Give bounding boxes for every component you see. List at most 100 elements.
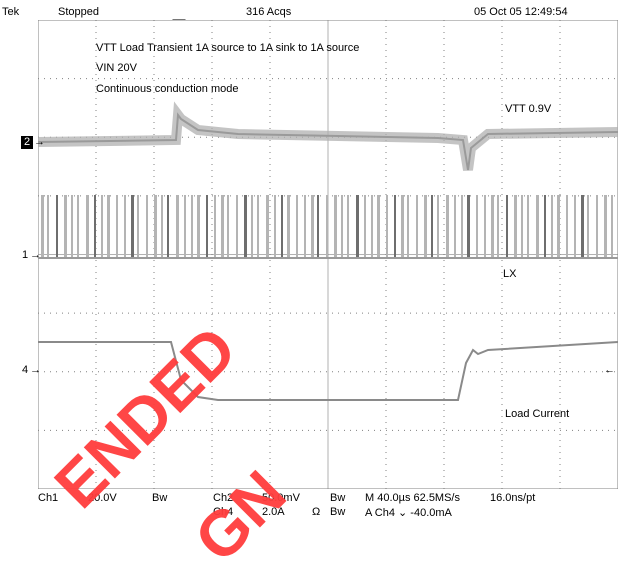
lx-pulse — [274, 195, 276, 258]
lx-pulse — [206, 195, 208, 258]
lx-pulse — [71, 195, 73, 258]
lx-pulse — [596, 195, 598, 258]
lx-pulse — [557, 195, 560, 258]
lx-pulse — [101, 195, 103, 258]
lx-pulse — [551, 195, 553, 258]
lx-pulse — [611, 195, 613, 258]
brand-label: Tek — [2, 6, 20, 18]
ch2-label: Ch2 — [213, 492, 234, 504]
lx-pulse — [347, 195, 349, 258]
lx-pulse — [394, 195, 396, 258]
lx-pulse — [566, 195, 568, 258]
lx-pulse — [304, 195, 306, 258]
mode-note: Continuous conduction mode — [96, 83, 239, 95]
lx-pulse — [416, 195, 418, 258]
lx-pulse — [47, 195, 49, 258]
lx-pulse — [107, 195, 110, 258]
ch1-scale: 20.0V — [88, 492, 117, 504]
lx-pulse — [116, 195, 118, 258]
lx-pulse — [371, 195, 373, 258]
ch1-arrow-icon: → — [30, 249, 41, 261]
lx-pulse — [317, 195, 319, 258]
lx-pulse — [484, 195, 486, 258]
lx-pulse — [296, 195, 298, 258]
lx-pulse — [154, 195, 157, 258]
lx-pulse — [446, 195, 449, 258]
ch2-scale: 50.0mV — [262, 492, 300, 504]
ch2-marker[interactable]: 2 — [21, 136, 33, 149]
lx-pulse — [64, 195, 67, 258]
ch1-marker[interactable]: 1 — [22, 249, 29, 261]
lx-pulse — [257, 195, 259, 258]
lx-pulse — [407, 195, 409, 258]
lx-pulse — [86, 195, 89, 258]
scope-display[interactable] — [38, 20, 618, 489]
lx-pulse — [41, 195, 44, 258]
lx-pulse — [236, 195, 238, 258]
lx-pulse — [431, 195, 433, 258]
ch1-bw: Bw — [152, 492, 168, 504]
lx-pulse — [491, 195, 494, 258]
load-current-trace — [38, 341, 618, 401]
vtt-label: VTT 0.9V — [505, 103, 552, 115]
lx-pulse — [146, 195, 148, 258]
lx-pulse — [334, 195, 337, 258]
ch4-arrow-icon: → — [30, 364, 41, 376]
lx-pulse — [527, 195, 529, 258]
lx-pulse — [161, 195, 163, 258]
ch4-bw: Bw — [330, 506, 346, 518]
ch1-label: Ch1 — [38, 492, 59, 504]
lx-pulse — [544, 195, 546, 258]
lx-pulse — [94, 195, 96, 258]
timebase-readout: M 40.0µs 62.5MS/s — [365, 492, 460, 504]
ch4-scale: 2.0A — [262, 506, 285, 518]
lx-pulse — [56, 195, 58, 258]
lx-pulse — [476, 195, 478, 258]
lx-label: LX — [503, 268, 517, 280]
plot-title: VTT Load Transient 1A source to 1A sink … — [96, 42, 360, 54]
lx-pulse — [467, 195, 470, 258]
acquisition-count: 316 Acqs — [246, 6, 292, 18]
ohm-icon: Ω — [312, 506, 321, 518]
ch4-label: Ch4 — [213, 506, 234, 518]
date-time: 05 Oct 05 12:49:54 — [474, 6, 568, 18]
lx-pulse — [77, 195, 79, 258]
vin-note: VIN 20V — [96, 62, 137, 74]
lx-pulse — [341, 195, 343, 258]
lx-pulse — [281, 195, 283, 258]
lx-pulse — [176, 195, 179, 258]
lx-pulse — [454, 195, 456, 258]
lx-pulse — [221, 195, 224, 258]
vtt-trace — [38, 101, 618, 171]
lx-pulse — [386, 195, 388, 258]
lx-pulse — [131, 195, 134, 258]
lx-pulse — [514, 195, 517, 258]
lx-pulse — [167, 195, 169, 258]
lx-pulse — [604, 195, 607, 258]
resolution-readout: 16.0ns/pt — [490, 492, 536, 504]
trigger-readout: A Ch4 ⌄ -40.0mA — [365, 507, 452, 519]
lx-pulse — [424, 195, 427, 258]
lx-pulse — [461, 195, 463, 258]
lx-pulse — [536, 195, 539, 258]
lx-pulse — [401, 195, 404, 258]
lx-pulse — [214, 195, 216, 258]
load-current-label: Load Current — [505, 408, 570, 420]
ch2-arrow-icon: → — [34, 136, 45, 148]
lx-pulse — [287, 195, 290, 258]
lx-pulse — [364, 195, 366, 258]
lx-pulse — [137, 195, 139, 258]
lx-pulse — [581, 195, 584, 258]
ch4-marker[interactable]: 4 — [22, 364, 29, 376]
lx-pulse — [184, 195, 186, 258]
lx-pulse — [574, 195, 576, 258]
lx-pulse — [497, 195, 499, 258]
lx-pulse — [356, 195, 359, 258]
lx-pulse — [311, 195, 314, 258]
lx-pulse — [244, 195, 247, 258]
lx-pulse — [124, 195, 126, 258]
lx-trace — [38, 195, 618, 259]
trigger-level-icon[interactable]: ← — [604, 364, 615, 376]
lx-pulse — [197, 195, 200, 258]
lx-pulse — [437, 195, 439, 258]
